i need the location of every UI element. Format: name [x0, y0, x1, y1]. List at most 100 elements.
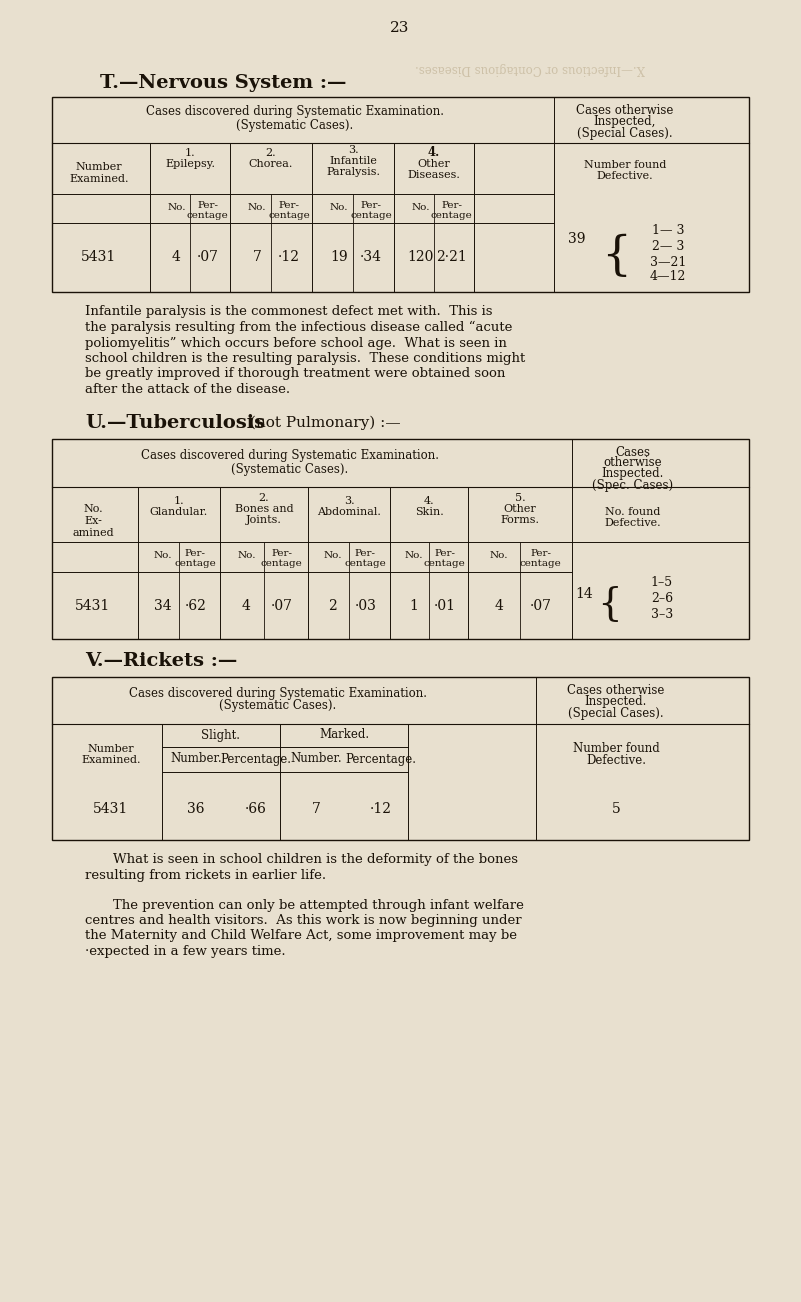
- Text: Cases discovered during Systematic Examination.: Cases discovered during Systematic Exami…: [146, 105, 444, 118]
- Text: Examined.: Examined.: [81, 755, 141, 766]
- Text: ·12: ·12: [278, 250, 300, 264]
- Text: Infantile: Infantile: [329, 156, 377, 165]
- Text: (Systematic Cases).: (Systematic Cases).: [231, 462, 348, 475]
- Text: V.—Rickets :—: V.—Rickets :—: [85, 652, 237, 671]
- Text: centage: centage: [187, 211, 228, 220]
- Text: 5431: 5431: [75, 599, 111, 613]
- Text: {: {: [597, 586, 622, 624]
- Text: No.: No.: [411, 203, 429, 212]
- Text: 1–5: 1–5: [651, 575, 673, 589]
- Text: 7: 7: [312, 802, 320, 816]
- Text: Cases otherwise: Cases otherwise: [576, 104, 674, 117]
- Text: ·66: ·66: [245, 802, 267, 816]
- Text: the paralysis resulting from the infectious disease called “acute: the paralysis resulting from the infecti…: [85, 320, 513, 335]
- Text: Number found: Number found: [584, 160, 666, 171]
- Text: centage: centage: [344, 559, 386, 568]
- Text: 1.: 1.: [174, 496, 184, 506]
- Text: 34: 34: [154, 599, 171, 613]
- Text: ·01: ·01: [433, 599, 456, 613]
- Text: Cases discovered during Systematic Examination.: Cases discovered during Systematic Exami…: [141, 449, 439, 462]
- Text: resulting from rickets in earlier life.: resulting from rickets in earlier life.: [85, 868, 326, 881]
- Text: centage: centage: [350, 211, 392, 220]
- Text: (Special Cases).: (Special Cases).: [568, 707, 664, 720]
- Text: Skin.: Skin.: [415, 506, 444, 517]
- Text: 1.: 1.: [185, 148, 195, 158]
- Text: No. found: No. found: [606, 506, 661, 517]
- Text: Per-: Per-: [185, 548, 206, 557]
- Text: centage: centage: [268, 211, 310, 220]
- Text: Percentage.: Percentage.: [345, 753, 417, 766]
- Text: ·07: ·07: [271, 599, 292, 613]
- Text: ·62: ·62: [184, 599, 207, 613]
- Text: Ex-: Ex-: [84, 516, 102, 526]
- Text: (Spec. Cases): (Spec. Cases): [593, 479, 674, 491]
- Text: Number found: Number found: [573, 742, 659, 755]
- Bar: [52, 439, 749, 639]
- Text: (Special Cases).: (Special Cases).: [578, 126, 673, 139]
- Text: poliomyelitis” which occurs before school age.  What is seen in: poliomyelitis” which occurs before schoo…: [85, 336, 507, 349]
- Text: Number.: Number.: [170, 753, 222, 766]
- Text: No.: No.: [237, 552, 256, 560]
- Text: No.: No.: [405, 552, 423, 560]
- Text: No.: No.: [324, 552, 342, 560]
- Text: 4: 4: [242, 599, 251, 613]
- Text: after the attack of the disease.: after the attack of the disease.: [85, 383, 290, 396]
- Text: 5: 5: [612, 802, 621, 816]
- Text: Per-: Per-: [360, 201, 381, 210]
- Text: (Systematic Cases).: (Systematic Cases).: [219, 699, 336, 712]
- Text: 1: 1: [409, 599, 418, 613]
- Text: 2— 3: 2— 3: [652, 241, 684, 254]
- Bar: [52, 98, 749, 292]
- Text: Glandular.: Glandular.: [150, 506, 208, 517]
- Text: Abdominal.: Abdominal.: [317, 506, 381, 517]
- Bar: [52, 677, 749, 840]
- Text: Cases: Cases: [615, 445, 650, 458]
- Text: 4: 4: [495, 599, 504, 613]
- Text: Per-: Per-: [530, 548, 551, 557]
- Text: 4.: 4.: [424, 496, 434, 506]
- Text: amined: amined: [72, 529, 114, 538]
- Text: Marked.: Marked.: [319, 729, 369, 742]
- Text: otherwise: otherwise: [604, 457, 662, 470]
- Text: centage: centage: [431, 211, 473, 220]
- Text: 23: 23: [390, 21, 409, 35]
- Text: Paralysis.: Paralysis.: [326, 167, 380, 177]
- Text: Joints.: Joints.: [246, 516, 282, 525]
- Text: Per-: Per-: [279, 201, 300, 210]
- Text: 5431: 5431: [82, 250, 117, 264]
- Text: Bones and: Bones and: [235, 504, 293, 514]
- Text: Examined.: Examined.: [69, 174, 129, 184]
- Text: Defective.: Defective.: [605, 518, 662, 529]
- Text: Per-: Per-: [197, 201, 218, 210]
- Text: Percentage.: Percentage.: [220, 753, 292, 766]
- Text: 3–3: 3–3: [651, 608, 673, 621]
- Text: Inspected.: Inspected.: [602, 467, 664, 480]
- Text: No.: No.: [167, 203, 186, 212]
- Text: ·03: ·03: [355, 599, 376, 613]
- Text: Other: Other: [504, 504, 537, 514]
- Text: 3.: 3.: [344, 496, 354, 506]
- Text: centres and health visitors.  As this work is now beginning under: centres and health visitors. As this wor…: [85, 914, 521, 927]
- Text: ·34: ·34: [360, 250, 382, 264]
- Text: 2: 2: [328, 599, 337, 613]
- Text: Per-: Per-: [434, 548, 455, 557]
- Text: T.—Nervous System :—: T.—Nervous System :—: [100, 74, 346, 92]
- Text: 36: 36: [187, 802, 205, 816]
- Text: Infantile paralysis is the commonest defect met with.  This is: Infantile paralysis is the commonest def…: [85, 306, 493, 319]
- Text: The prevention can only be attempted through infant welfare: The prevention can only be attempted thr…: [113, 898, 524, 911]
- Text: 19: 19: [330, 250, 348, 264]
- Text: centage: centage: [424, 559, 465, 568]
- Text: (not Pulmonary) :—: (not Pulmonary) :—: [245, 415, 400, 430]
- Text: ·07: ·07: [529, 599, 552, 613]
- Text: ·expected in a few years time.: ·expected in a few years time.: [85, 945, 286, 958]
- Text: Per-: Per-: [441, 201, 462, 210]
- Text: 2–6: 2–6: [651, 591, 673, 604]
- Text: 5431: 5431: [94, 802, 129, 816]
- Text: 39: 39: [568, 232, 586, 246]
- Text: 2.: 2.: [266, 148, 276, 158]
- Text: Forms.: Forms.: [501, 516, 540, 525]
- Text: Per-: Per-: [271, 548, 292, 557]
- Text: Diseases.: Diseases.: [408, 171, 461, 180]
- Text: No.: No.: [83, 504, 103, 514]
- Text: the Maternity and Child Welfare Act, some improvement may be: the Maternity and Child Welfare Act, som…: [85, 930, 517, 943]
